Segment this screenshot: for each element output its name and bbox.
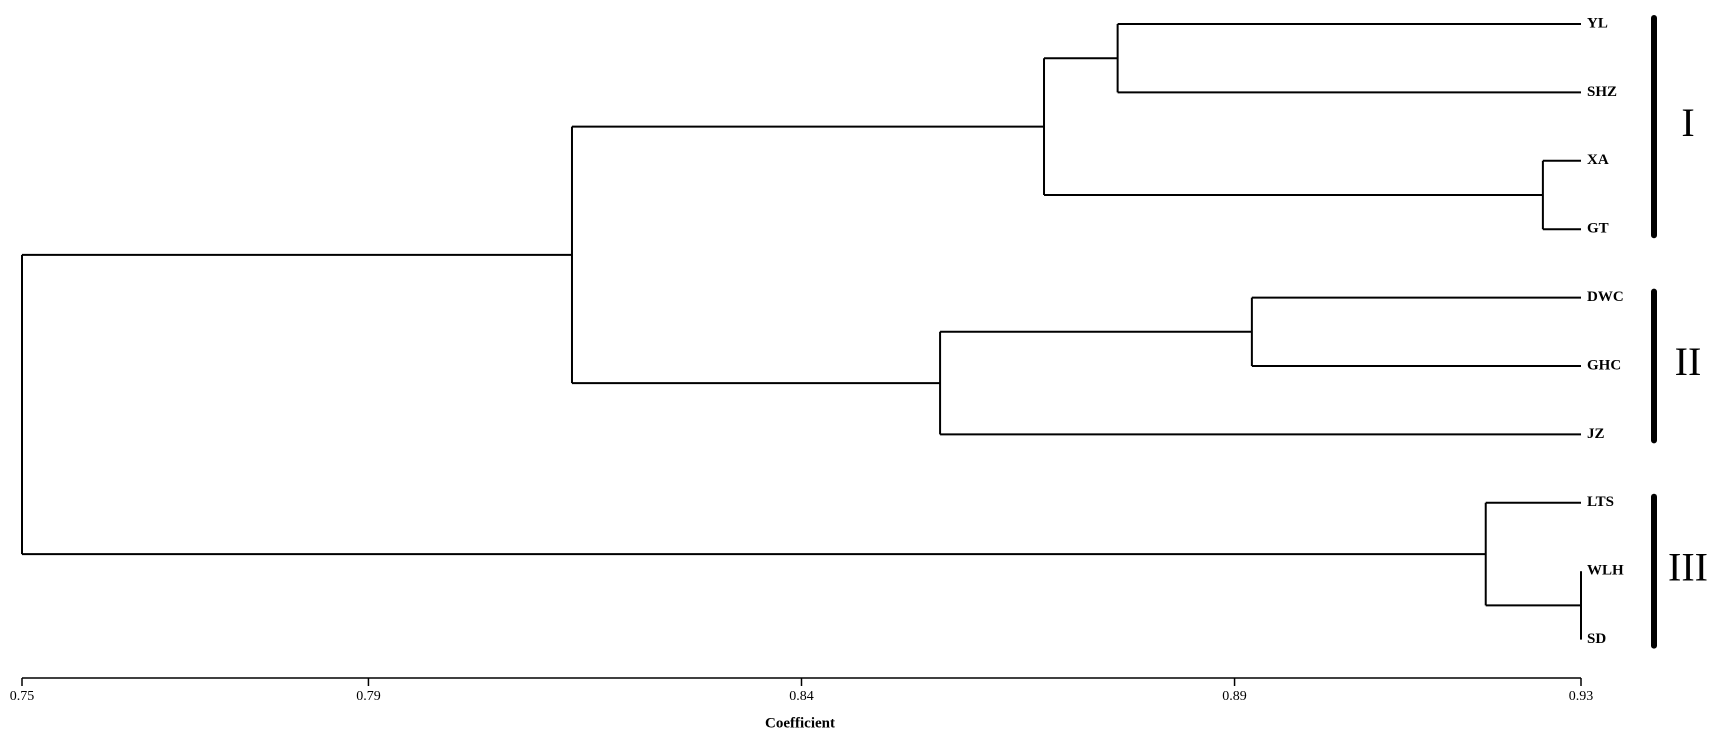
leaf-label: SHZ	[1587, 84, 1617, 100]
leaf-label: WLH	[1587, 563, 1624, 579]
x-tick-label: 0.89	[1222, 689, 1247, 704]
group-label: III	[1668, 544, 1708, 589]
group-label: II	[1675, 339, 1702, 384]
x-tick-label: 0.79	[356, 689, 381, 704]
leaf-label: JZ	[1587, 426, 1605, 442]
leaf-label: XA	[1587, 152, 1609, 168]
leaf-label: DWC	[1587, 289, 1624, 305]
leaf-label: LTS	[1587, 494, 1614, 510]
leaf-label: GHC	[1587, 357, 1621, 373]
leaf-label: SD	[1587, 631, 1606, 647]
leaf-label: GT	[1587, 221, 1609, 237]
x-axis-label: Coefficient	[765, 715, 835, 731]
x-tick-label: 0.93	[1569, 689, 1594, 704]
x-tick-label: 0.84	[789, 689, 814, 704]
leaf-label: YL	[1587, 15, 1608, 31]
x-tick-label: 0.75	[10, 689, 35, 704]
group-label: I	[1681, 100, 1694, 145]
